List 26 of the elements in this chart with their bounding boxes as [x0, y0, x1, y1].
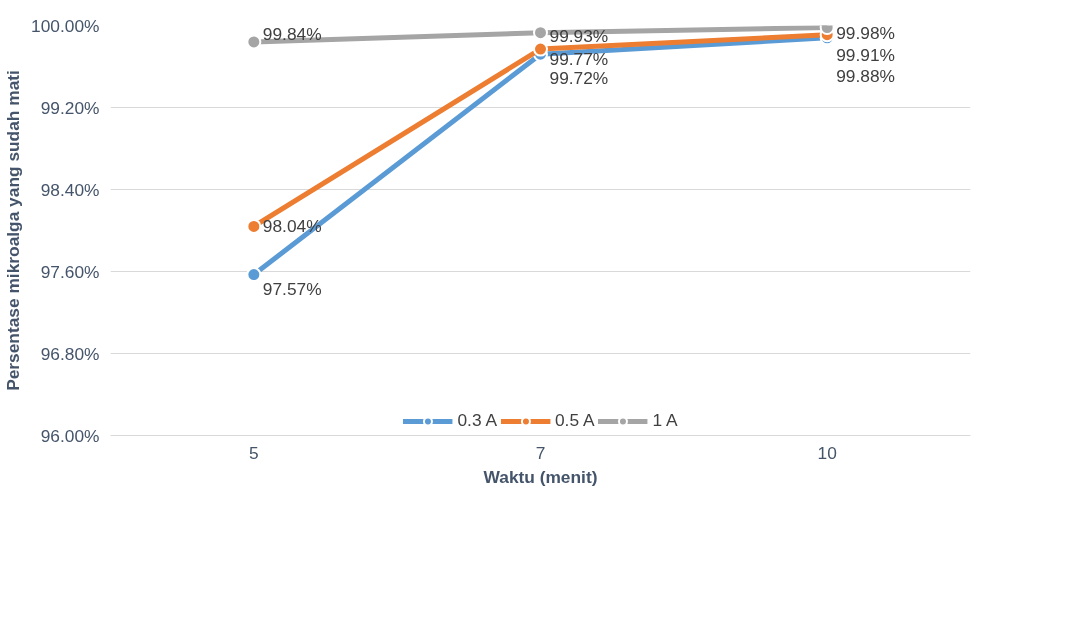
point: [246, 34, 262, 50]
legend-label: 0.3 A: [457, 410, 497, 431]
data-label: 99.91%: [836, 44, 895, 65]
y-axis-title: Persentase mikroalga yang sudah mati: [3, 70, 24, 391]
x-axis-title: Waktu (menit): [483, 466, 598, 487]
point: [533, 41, 548, 57]
legend-label: 0.5 A: [554, 410, 595, 431]
legend-label: 1 A: [652, 410, 678, 431]
point: [533, 25, 548, 41]
y-tick-label: 97.60%: [40, 261, 100, 282]
y-tick-label: 96.00%: [40, 425, 100, 446]
data-label: 99.88%: [836, 65, 895, 86]
data-label: 99.84%: [262, 23, 322, 44]
y-tick-label: 100.00%: [31, 15, 100, 36]
y-tick-label: 99.20%: [40, 97, 100, 118]
data-label: 99.93%: [549, 25, 609, 46]
x-tick-label: 5: [249, 442, 259, 463]
x-tick-label: 10: [817, 442, 837, 463]
data-label: 99.72%: [549, 68, 609, 89]
y-tick-label: 96.80%: [40, 343, 100, 364]
data-label: 97.57%: [262, 278, 322, 299]
point: [246, 218, 262, 234]
data-label: 99.98%: [836, 22, 895, 43]
y-tick-label: 98.40%: [40, 179, 100, 200]
x-tick-label: 7: [535, 442, 546, 463]
data-label: 99.77%: [549, 49, 609, 70]
